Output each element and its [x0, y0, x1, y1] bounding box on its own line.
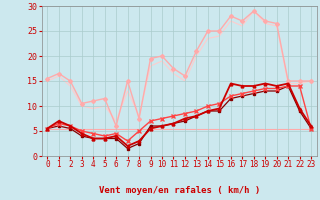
X-axis label: Vent moyen/en rafales ( km/h ): Vent moyen/en rafales ( km/h ) [99, 186, 260, 195]
